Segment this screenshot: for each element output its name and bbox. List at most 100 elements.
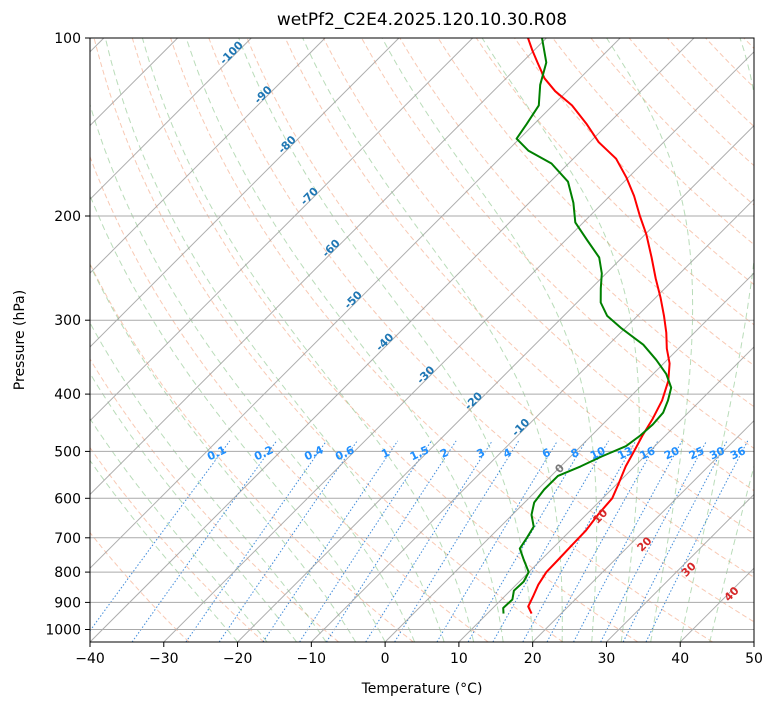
x-tick-label: −20 bbox=[223, 651, 253, 667]
x-tick-label: 30 bbox=[597, 651, 615, 667]
mixing-ratio-line bbox=[131, 440, 278, 642]
mixing-ratio-line bbox=[645, 440, 749, 642]
isotherm bbox=[163, 51, 754, 642]
y-tick-label: 300 bbox=[54, 313, 81, 329]
mixing-ratio-line bbox=[600, 440, 708, 642]
mixing-ratio-label: 30 bbox=[708, 444, 728, 462]
y-tick-label: 500 bbox=[54, 444, 81, 460]
dry-adiabat bbox=[437, 38, 754, 367]
moist-adiabat bbox=[606, 38, 694, 642]
mixing-ratio-line bbox=[622, 440, 728, 642]
dry-adiabat bbox=[131, 38, 639, 642]
plot-frame bbox=[89, 37, 755, 643]
moist-adiabat bbox=[90, 459, 238, 642]
x-tick-label: 40 bbox=[671, 651, 689, 667]
mixing-ratio-label: 10 bbox=[588, 444, 608, 462]
mixing-ratio-label: 0.6 bbox=[333, 443, 356, 463]
dry-adiabat bbox=[514, 38, 754, 286]
isotherm-label: -70 bbox=[298, 184, 321, 207]
y-tick-label: 700 bbox=[54, 531, 81, 547]
mixing-ratio-label: 16 bbox=[638, 444, 658, 462]
moist-adiabat bbox=[90, 321, 327, 642]
dry-adiabat bbox=[170, 38, 713, 642]
mixing-ratio-line bbox=[573, 440, 683, 642]
dry-adiabat bbox=[590, 38, 754, 206]
isotherm-label: -40 bbox=[373, 330, 396, 353]
mixing-ratio-line bbox=[262, 440, 399, 642]
isotherm bbox=[753, 641, 754, 642]
y-axis-label: Pressure (hPa) bbox=[12, 290, 28, 390]
dry-adiabat bbox=[552, 38, 754, 246]
moist-adiabat bbox=[302, 38, 563, 642]
mixing-ratio-line bbox=[467, 440, 587, 642]
x-tick-label: −30 bbox=[149, 651, 179, 667]
mixing-ratio-label: 2 bbox=[438, 446, 450, 461]
isotherm-label: -90 bbox=[252, 83, 275, 106]
mixing-ratio-line bbox=[522, 440, 637, 642]
isotherm-label: -100 bbox=[217, 38, 246, 67]
x-tick-label: −10 bbox=[297, 651, 327, 667]
moist-adiabat bbox=[141, 38, 475, 642]
dry-adiabat bbox=[93, 38, 564, 642]
mixing-ratio-label: 13 bbox=[616, 444, 635, 462]
chart-title: wetPf2_C2E4.2025.120.10.30.R08 bbox=[276, 10, 568, 30]
isotherm-label: -30 bbox=[414, 363, 437, 386]
series-line-1 bbox=[502, 38, 673, 614]
dry-adiabat bbox=[322, 38, 754, 492]
isotherm bbox=[532, 419, 754, 642]
mixing-ratio-label: 3 bbox=[475, 446, 487, 461]
x-tick-label: 50 bbox=[745, 651, 763, 667]
isotherm-label: -60 bbox=[320, 236, 343, 259]
axis-ticks: −40 −30 −20 −10 0 10 20 30 40 50 100 200 300 400 500 6 0… bbox=[45, 31, 763, 667]
moist-adiabat bbox=[90, 264, 357, 642]
y-tick-label: 1000 bbox=[45, 623, 81, 639]
isotherm bbox=[310, 198, 754, 642]
x-tick-label: −40 bbox=[75, 651, 105, 667]
moist-adiabat bbox=[104, 38, 445, 642]
mixing-ratio-label: 0.1 bbox=[205, 443, 228, 463]
y-tick-label: 900 bbox=[54, 595, 81, 611]
mixing-ratio-line bbox=[546, 440, 659, 642]
isotherm bbox=[237, 124, 754, 642]
mixing-ratio-line bbox=[394, 440, 520, 642]
moist-adiabat-label: 30 bbox=[679, 559, 699, 579]
dry-adiabat bbox=[628, 38, 754, 167]
x-tick-label: 10 bbox=[450, 651, 468, 667]
moist-adiabat bbox=[185, 38, 504, 642]
mixing-ratio-label: 25 bbox=[687, 444, 706, 462]
mixing-ratio-line bbox=[185, 440, 327, 642]
mixing-ratio-label: 6 bbox=[540, 446, 553, 461]
isotherm bbox=[90, 38, 547, 496]
mixing-ratio-line bbox=[325, 440, 457, 642]
isotherm bbox=[90, 38, 474, 422]
mixing-ratio-line bbox=[218, 440, 358, 642]
mixing-ratio-label: 1.5 bbox=[408, 443, 431, 463]
dry-adiabat bbox=[90, 531, 190, 642]
y-tick-label: 400 bbox=[54, 387, 81, 403]
y-tick-label: 100 bbox=[54, 31, 81, 47]
mixing-ratio-line bbox=[299, 440, 432, 642]
x-tick-label: 0 bbox=[381, 651, 390, 667]
isotherm bbox=[90, 38, 695, 642]
dry-adiabat bbox=[90, 262, 414, 642]
moist-adiabat bbox=[90, 372, 297, 642]
dry-adiabat bbox=[90, 358, 339, 642]
x-axis-label: Temperature (°C) bbox=[361, 681, 483, 697]
dry-adiabat bbox=[666, 38, 754, 128]
moist-adiabat bbox=[90, 194, 386, 642]
mixing-ratio-label: 20 bbox=[662, 444, 682, 462]
dry-adiabat bbox=[743, 38, 754, 50]
series-group bbox=[502, 38, 673, 615]
dry-adiabat bbox=[361, 38, 754, 449]
dry-adiabat bbox=[705, 38, 754, 89]
isotherm bbox=[679, 567, 754, 642]
isotherm bbox=[90, 38, 326, 274]
y-tick-label: 800 bbox=[54, 565, 81, 581]
isotherm bbox=[90, 38, 400, 348]
moist-adiabat-label: 40 bbox=[722, 584, 742, 604]
isotherm bbox=[90, 38, 621, 569]
y-tick-label: 200 bbox=[54, 209, 81, 225]
dry-adiabat bbox=[90, 155, 489, 642]
mixing-ratio-line bbox=[492, 440, 609, 642]
isotherm bbox=[90, 38, 252, 201]
